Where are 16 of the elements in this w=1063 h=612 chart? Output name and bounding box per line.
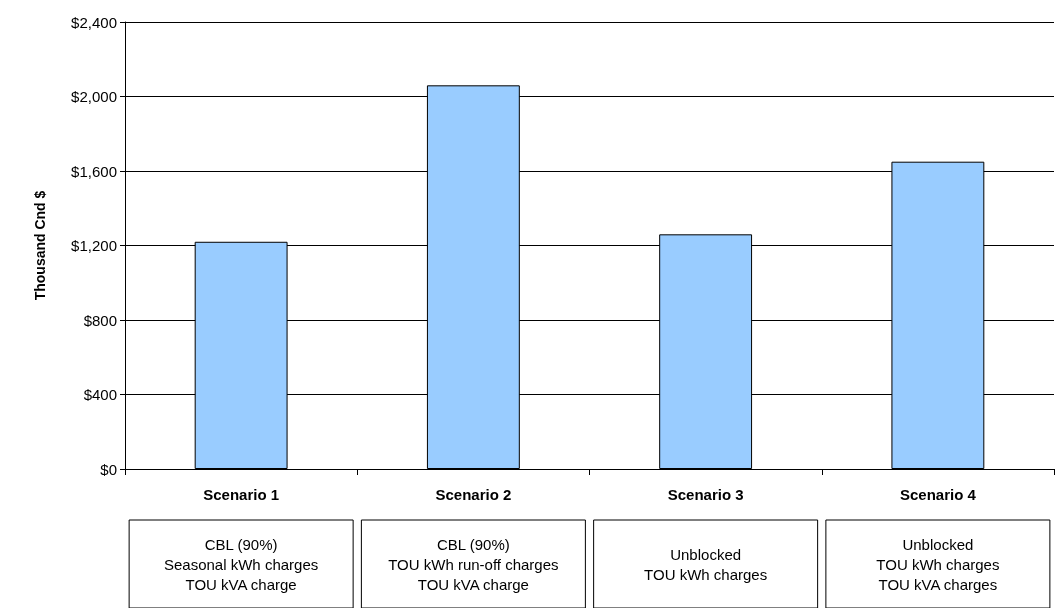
text: CBL (90%) Seasonal kWh charges TOU kVA charge (164, 535, 319, 593)
y-tick-label: $1,600 (71, 162, 117, 180)
x-tick-label: Scenario 4 (899, 486, 977, 503)
y-tick-label: $2,400 (71, 13, 117, 31)
y-tick-label: $1,200 (71, 237, 117, 254)
x-tick-label: Scenario 3 (667, 486, 744, 503)
y-axis-title: Thousand Cnd $ (32, 190, 48, 301)
y-tick-label: $0 (100, 460, 117, 478)
text: Unblocked TOU kWh charges (644, 545, 768, 583)
y-tick-label: $800 (83, 311, 117, 329)
x-tick-label: Scenario 1 (203, 486, 280, 503)
text: CBL (90%) TOU kWh run-off charges TOU kVA charge (388, 535, 559, 593)
y-tick-label: $400 (83, 386, 117, 403)
y-tick-label: $2,000 (71, 88, 117, 105)
text: Unblocked TOU kWh charges TOU kVA charges (876, 535, 1000, 593)
x-tick-label: Scenario 2 (435, 486, 512, 503)
